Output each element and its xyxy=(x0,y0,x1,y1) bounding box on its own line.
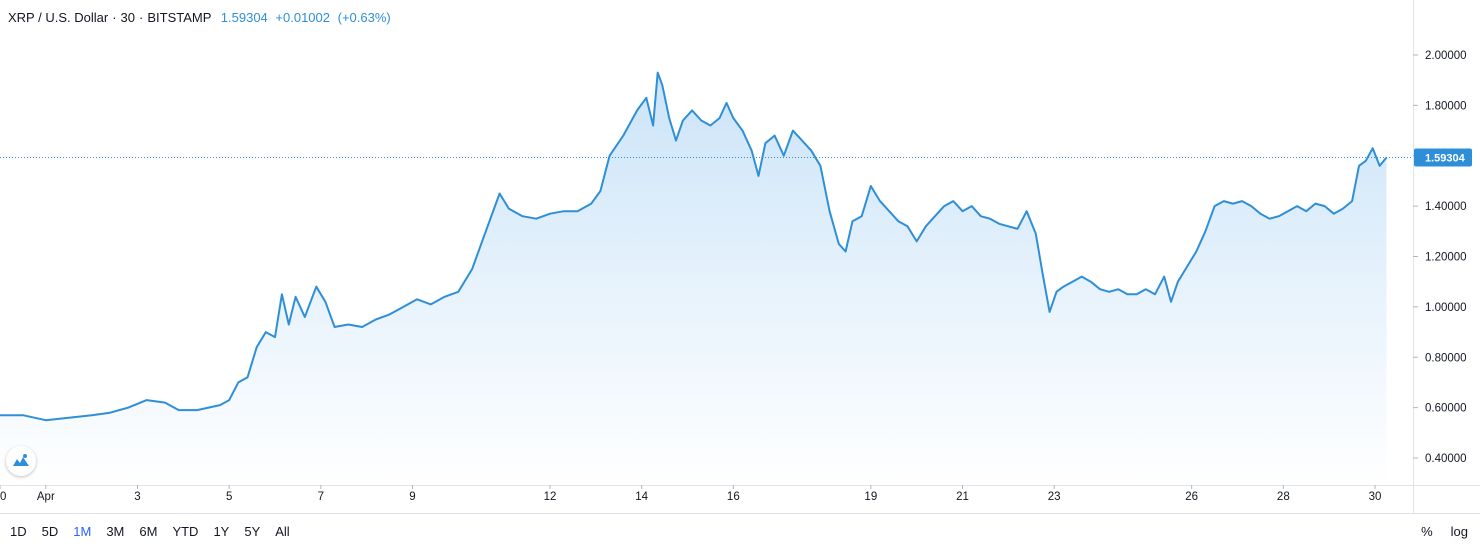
chart-legend: XRP / U.S. Dollar · 30 · BITSTAMP 1.59304 +0… xyxy=(8,10,391,25)
x-tick-label: 0 xyxy=(0,491,6,503)
range-button-1y[interactable]: 1Y xyxy=(213,524,230,539)
x-tick-label: 21 xyxy=(956,491,969,503)
range-selector: 1D 5D 1M 3M 6M YTD 1Y 5Y All xyxy=(10,524,305,539)
tradingview-logo-icon[interactable] xyxy=(6,446,36,476)
log-scale-button[interactable]: log xyxy=(1450,524,1468,539)
last-price-badge-text: 1.59304 xyxy=(1425,153,1466,165)
range-button-1m[interactable]: 1M xyxy=(73,524,92,539)
last-price-badge xyxy=(1414,148,1472,167)
x-tick-label: 26 xyxy=(1185,491,1198,503)
x-tick-label: 23 xyxy=(1048,491,1061,503)
y-tick-label: 0.40000 xyxy=(1425,453,1467,465)
x-tick-label: 12 xyxy=(544,491,557,503)
last-price-axis-label: 1.59304 xyxy=(1414,148,1472,167)
range-button-5d[interactable]: 5D xyxy=(41,524,59,539)
price-series-line xyxy=(0,71,1388,422)
range-button-1d[interactable]: 1D xyxy=(10,524,27,539)
x-tick-label: 30 xyxy=(1369,491,1382,503)
x-tick-label: 7 xyxy=(318,491,324,503)
x-tick-label: 16 xyxy=(727,491,740,503)
y-tick-label: 1.80000 xyxy=(1425,100,1467,112)
legend-separator-dot: · xyxy=(112,10,117,25)
legend-change: +0.01002 xyxy=(275,10,330,25)
chart-canvas[interactable]: 2.000001.800001.600001.400001.200001.000… xyxy=(0,0,1480,513)
scale-options: % log xyxy=(1403,524,1468,539)
range-button-3m[interactable]: 3M xyxy=(106,524,125,539)
range-button-all[interactable]: All xyxy=(275,524,290,539)
range-button-ytd[interactable]: YTD xyxy=(172,524,199,539)
legend-interval: 30 xyxy=(120,10,135,25)
range-button-6m[interactable]: 6M xyxy=(139,524,158,539)
y-tick-label: 1.20000 xyxy=(1425,252,1467,264)
x-tick-label: 19 xyxy=(864,491,877,503)
x-tick-label: 14 xyxy=(635,491,648,503)
legend-separator-dot: · xyxy=(139,10,144,25)
legend-symbol: XRP / U.S. Dollar xyxy=(8,10,109,25)
legend-change-percent: (+0.63%) xyxy=(337,10,391,25)
y-tick-label: 1.00000 xyxy=(1425,302,1467,314)
x-tick-label: 28 xyxy=(1277,491,1290,503)
y-tick-label: 0.60000 xyxy=(1425,403,1467,415)
y-tick-label: 1.40000 xyxy=(1425,201,1467,213)
range-button-5y[interactable]: 5Y xyxy=(244,524,261,539)
bottom-toolbar: 1D 5D 1M 3M 6M YTD 1Y 5Y All % log xyxy=(0,513,1480,547)
y-tick-label: 2.00000 xyxy=(1425,50,1467,62)
percent-scale-button[interactable]: % xyxy=(1421,524,1433,539)
legend-exchange: BITSTAMP xyxy=(147,10,212,25)
y-tick-label: 0.80000 xyxy=(1425,352,1467,364)
x-tick-label: 9 xyxy=(409,491,415,503)
x-tick-label: Apr xyxy=(37,491,55,503)
legend-last-price: 1.59304 xyxy=(220,10,268,25)
price-area-fill xyxy=(0,72,1387,485)
x-tick-label: 3 xyxy=(134,491,140,503)
x-tick-label: 5 xyxy=(226,491,232,503)
